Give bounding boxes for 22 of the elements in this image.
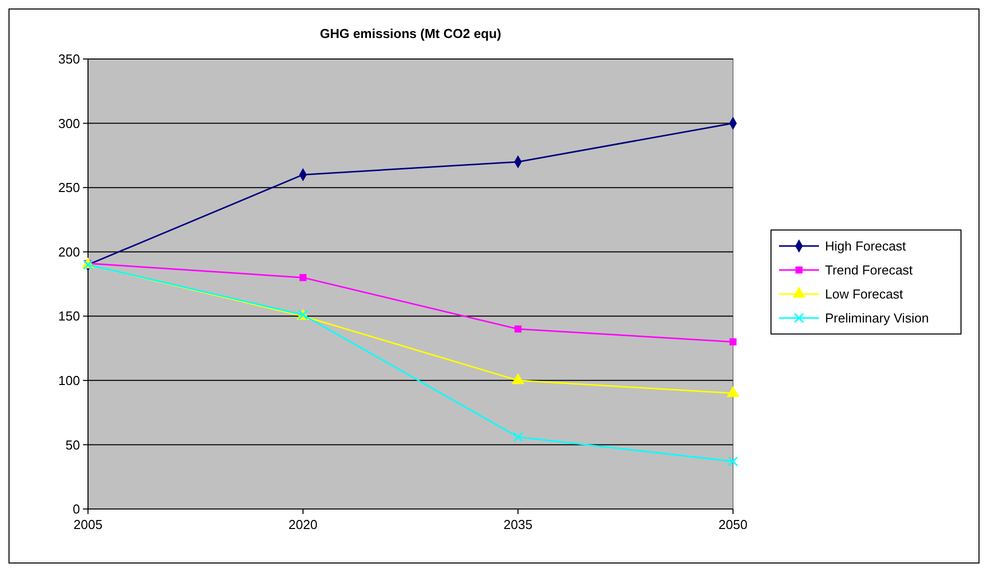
x-tick-label: 2020	[288, 517, 318, 532]
legend-label: Trend Forecast	[825, 262, 914, 278]
point	[729, 338, 737, 346]
point	[299, 274, 307, 282]
point	[512, 432, 524, 442]
y-tick-label: 150	[58, 308, 80, 324]
y-tick-label: 0	[72, 502, 80, 517]
legend-label: Low Forecast	[825, 286, 904, 302]
x-tick-label: 2035	[504, 517, 532, 532]
y-tick-label: 50	[66, 437, 80, 452]
x-tick-label: 2005	[74, 517, 102, 532]
point	[728, 456, 738, 466]
point	[514, 325, 522, 333]
y-tick-label: 350	[58, 52, 80, 67]
y-tick-label: 100	[58, 372, 80, 388]
legend-label: High Forecast	[825, 238, 906, 254]
y-tick-label: 200	[58, 244, 80, 260]
y-tick-label: 300	[58, 116, 80, 131]
chart-title: GHG emissions (Mt CO2 equ)	[320, 26, 502, 41]
legend-label: Preliminary Vision	[825, 310, 929, 326]
y-tick-label: 250	[58, 180, 80, 196]
x-tick-label: 2050	[718, 517, 748, 532]
